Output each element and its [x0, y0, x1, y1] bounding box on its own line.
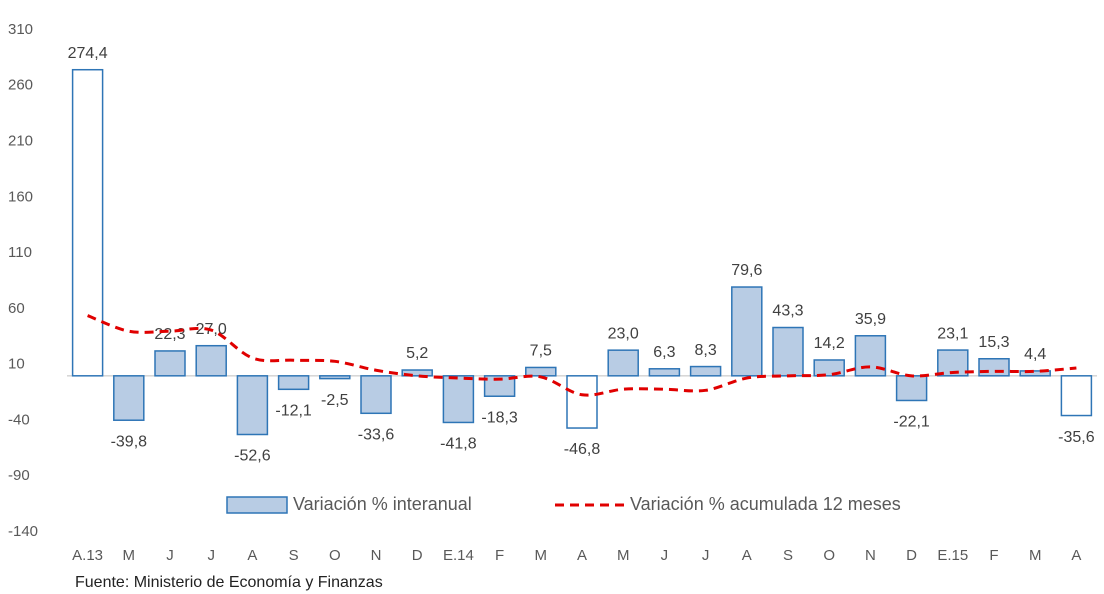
- data-label: 23,0: [608, 325, 639, 342]
- data-label: 23,1: [937, 325, 968, 342]
- x-tick-label: F: [495, 547, 504, 564]
- x-tick-label: O: [329, 547, 341, 564]
- x-tick-label: A: [742, 547, 752, 564]
- bar: [236, 375, 269, 436]
- x-tick-label: M: [123, 547, 136, 564]
- data-label: 8,3: [694, 342, 716, 359]
- data-label: 15,3: [978, 334, 1009, 351]
- bar: [566, 375, 598, 429]
- data-label: 35,9: [855, 311, 886, 328]
- bar: [772, 326, 804, 377]
- bar: [71, 68, 104, 377]
- bar: [483, 375, 516, 397]
- bar: [113, 375, 145, 421]
- y-tick-label: 10: [8, 356, 25, 373]
- y-tick-label: 210: [8, 133, 33, 150]
- x-tick-label: S: [783, 547, 793, 564]
- y-tick-label: -140: [8, 523, 38, 540]
- x-tick-label: F: [989, 547, 998, 564]
- bar: [195, 344, 227, 377]
- data-label: -39,8: [111, 433, 148, 450]
- x-tick-label: A: [247, 547, 257, 564]
- x-tick-label: M: [535, 547, 548, 564]
- data-label: 5,2: [406, 345, 428, 362]
- x-tick-label: D: [906, 547, 917, 564]
- data-label: 4,4: [1024, 346, 1046, 363]
- bar: [648, 368, 681, 377]
- data-label: 14,2: [814, 335, 845, 352]
- x-tick-label: E.15: [937, 547, 968, 564]
- x-tick-label: J: [207, 547, 215, 564]
- bar: [360, 375, 392, 415]
- data-label: -52,6: [234, 448, 271, 465]
- bar: [813, 359, 845, 377]
- y-tick-label: -40: [8, 411, 30, 428]
- data-label: -2,5: [321, 392, 349, 409]
- legend-swatch: [226, 496, 288, 514]
- bar: [277, 375, 310, 391]
- data-label: 7,5: [530, 343, 552, 360]
- bar: [1019, 370, 1051, 377]
- x-tick-label: J: [166, 547, 174, 564]
- y-tick-label: -90: [8, 467, 30, 484]
- data-label: -46,8: [564, 441, 601, 458]
- bar: [442, 375, 475, 424]
- data-label: -12,1: [275, 403, 312, 420]
- x-tick-label: A.13: [72, 547, 103, 564]
- line: [87, 314, 1077, 397]
- bar: [895, 375, 928, 402]
- data-label: 43,3: [772, 303, 803, 320]
- bar: [731, 286, 763, 377]
- bar: [607, 349, 639, 377]
- data-label: -18,3: [481, 409, 518, 426]
- y-tick-label: 60: [8, 300, 25, 317]
- bar: [154, 350, 186, 377]
- x-tick-label: O: [823, 547, 835, 564]
- legend-label: Variación % interanual: [293, 494, 472, 514]
- y-tick-label: 260: [8, 77, 33, 94]
- data-label: -41,8: [440, 436, 477, 453]
- x-tick-label: A: [577, 547, 587, 564]
- x-tick-label: A: [1071, 547, 1081, 564]
- y-tick-label: 110: [8, 244, 32, 261]
- x-tick-label: E.14: [443, 547, 474, 564]
- x-tick-label: M: [617, 547, 630, 564]
- bar: [689, 365, 722, 377]
- y-tick-label: 160: [8, 188, 33, 205]
- bar: [319, 375, 351, 380]
- x-tick-label: J: [702, 547, 710, 564]
- footnote: Fuente: Ministerio de Economía y Finanza…: [75, 574, 383, 591]
- data-label: -33,6: [358, 427, 395, 444]
- x-tick-label: N: [865, 547, 876, 564]
- x-tick-label: N: [371, 547, 382, 564]
- x-tick-label: M: [1029, 547, 1042, 564]
- x-tick-label: D: [412, 547, 423, 564]
- data-label: -35,6: [1058, 429, 1095, 446]
- x-tick-label: S: [289, 547, 299, 564]
- bar: [978, 358, 1010, 377]
- data-label: 274,4: [68, 45, 108, 62]
- bar: [401, 369, 433, 377]
- data-label: -22,1: [893, 414, 930, 431]
- legend-label: Variación % acumulada 12 meses: [630, 494, 901, 514]
- bar: [525, 366, 557, 377]
- data-label: 6,3: [653, 344, 675, 361]
- data-label: 79,6: [731, 262, 762, 279]
- y-tick-label: 310: [8, 21, 33, 38]
- x-tick-label: J: [661, 547, 669, 564]
- bar: [1060, 375, 1093, 417]
